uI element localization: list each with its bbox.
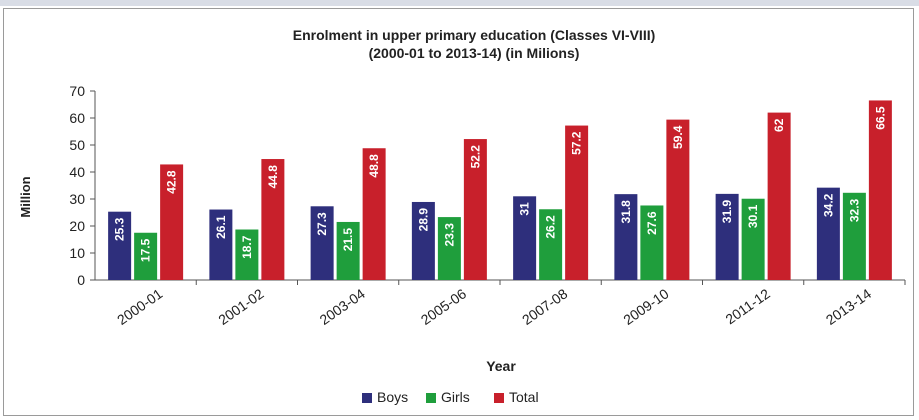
bar-boys xyxy=(209,209,233,280)
legend-label-total: Total xyxy=(509,389,539,405)
bar-girls xyxy=(741,198,765,280)
bar-value-label: 62 xyxy=(772,118,786,132)
bar-boys xyxy=(310,206,334,280)
bar-total xyxy=(767,112,791,280)
x-tick-label: 2003-04 xyxy=(317,285,368,328)
bar-value-label: 48.8 xyxy=(367,154,381,178)
bar-total xyxy=(160,164,184,280)
bar-value-label: 28.9 xyxy=(416,208,430,232)
x-axis-label: Year xyxy=(486,358,516,374)
bar-girls xyxy=(134,232,158,280)
legend-label-girls: Girls xyxy=(441,389,470,405)
bar-girls xyxy=(336,221,360,280)
bar-boys xyxy=(108,211,132,280)
y-tick-label: 60 xyxy=(69,110,85,126)
bar-value-label: 31.8 xyxy=(619,200,633,224)
header-strip xyxy=(0,0,919,6)
bar-value-label: 26.2 xyxy=(544,215,558,239)
bar-total xyxy=(261,159,285,280)
bar-value-label: 44.8 xyxy=(266,165,280,189)
x-tick-label: 2013-14 xyxy=(823,285,874,328)
bar-girls xyxy=(539,209,563,280)
bar-boys xyxy=(411,201,435,280)
y-tick-label: 50 xyxy=(69,137,85,153)
bars-layer: 25.3 17.5 42.8 26.1 18.7 44.8 27.3 21.5 48.8 28.9… xyxy=(108,100,892,281)
bar-value-label: 66.5 xyxy=(873,106,887,130)
bar-value-label: 57.2 xyxy=(570,131,584,155)
x-tick-label: 2001-02 xyxy=(215,285,266,328)
bar-boys xyxy=(614,194,638,280)
y-ticks: 0 10 20 30 40 50 60 70 xyxy=(69,83,95,288)
bar-value-label: 31 xyxy=(518,202,532,216)
bar-boys xyxy=(513,196,537,280)
chart-subtitle: (2000-01 to 2013-14) (in Milions) xyxy=(369,45,580,61)
y-tick-label: 40 xyxy=(69,164,85,180)
bar-girls xyxy=(235,229,259,280)
x-tick-label: 2000-01 xyxy=(114,285,165,328)
bar-value-label: 27.6 xyxy=(645,211,659,235)
legend-swatch-boys xyxy=(362,393,372,403)
bar-value-label: 27.3 xyxy=(315,212,329,236)
y-axis-label: Million xyxy=(18,176,33,217)
bar-total xyxy=(666,119,690,281)
bar-girls xyxy=(842,192,866,280)
y-tick-label: 20 xyxy=(69,218,85,234)
chart-svg: Enrolment in upper primary education (Cl… xyxy=(18,27,906,405)
y-tick-label: 10 xyxy=(69,245,85,261)
bar-value-label: 42.8 xyxy=(165,170,179,194)
bar-value-label: 21.5 xyxy=(341,228,355,252)
legend-swatch-girls xyxy=(426,393,436,403)
bar-value-label: 25.3 xyxy=(113,217,127,241)
x-tick-label: 2005-06 xyxy=(418,285,469,328)
bar-value-label: 17.5 xyxy=(139,238,153,262)
y-tick-label: 30 xyxy=(69,191,85,207)
bar-girls xyxy=(640,205,664,280)
bar-girls xyxy=(437,217,461,280)
x-tick-label: 2007-08 xyxy=(519,285,570,328)
bar-total xyxy=(463,139,487,280)
x-ticks: 2000-01 2001-02 2003-04 2005-06 2007-08 2009-… xyxy=(114,280,906,328)
bar-total xyxy=(565,125,589,280)
legend: Boys Girls Total xyxy=(362,389,539,405)
bar-total xyxy=(362,148,386,280)
bar-value-label: 34.2 xyxy=(821,193,835,217)
bar-value-label: 18.7 xyxy=(240,235,254,259)
y-tick-label: 70 xyxy=(69,83,85,99)
bar-value-label: 59.4 xyxy=(671,125,685,149)
bar-value-label: 23.3 xyxy=(442,223,456,247)
bar-value-label: 52.2 xyxy=(468,145,482,169)
chart-panel: Enrolment in upper primary education (Cl… xyxy=(3,8,914,416)
y-tick-label: 0 xyxy=(77,272,85,288)
bar-boys xyxy=(715,193,739,280)
bar-value-label: 30.1 xyxy=(746,204,760,228)
bar-total xyxy=(868,100,892,280)
legend-swatch-total xyxy=(494,393,504,403)
bar-value-label: 32.3 xyxy=(847,198,861,222)
x-tick-label: 2009-10 xyxy=(620,285,671,328)
chart-title: Enrolment in upper primary education (Cl… xyxy=(293,27,656,43)
legend-label-boys: Boys xyxy=(377,389,408,405)
x-tick-label: 2011-12 xyxy=(722,285,773,327)
bar-value-label: 26.1 xyxy=(214,215,228,239)
bar-value-label: 31.9 xyxy=(720,200,734,224)
bar-boys xyxy=(816,187,840,280)
